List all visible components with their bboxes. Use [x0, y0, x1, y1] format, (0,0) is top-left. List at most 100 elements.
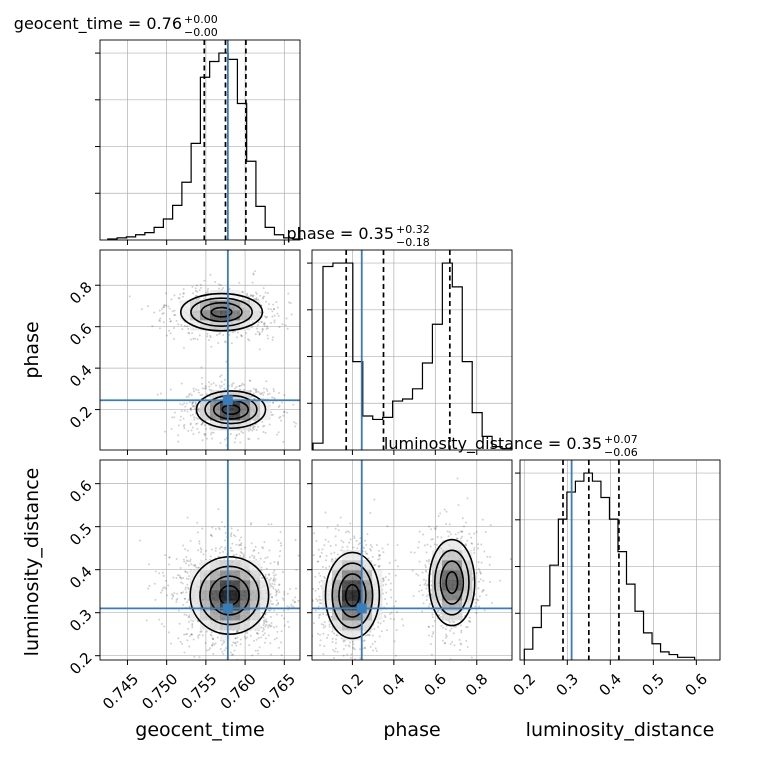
sample-point: [196, 417, 199, 420]
sample-point: [159, 392, 162, 395]
sample-point: [220, 385, 223, 388]
sample-point: [278, 326, 281, 329]
sample-point: [369, 544, 372, 547]
sample-point: [269, 585, 272, 588]
sample-point: [260, 320, 263, 323]
sample-point: [153, 582, 156, 585]
sample-point: [164, 554, 167, 557]
sample-point: [260, 569, 263, 572]
sample-point: [199, 630, 202, 633]
x-tick-label: 0.750: [138, 670, 181, 713]
sample-point: [209, 334, 212, 337]
sample-point: [159, 317, 162, 320]
sample-point: [230, 653, 233, 656]
sample-point: [377, 565, 380, 568]
density-cell: [220, 620, 231, 631]
sample-point: [265, 300, 268, 303]
sample-point: [473, 548, 476, 551]
sample-point: [457, 531, 460, 534]
sample-point: [415, 573, 418, 576]
density-cell: [250, 590, 261, 601]
sample-point: [453, 644, 456, 647]
sample-point: [224, 438, 227, 441]
sample-point: [282, 598, 285, 601]
sample-point: [309, 573, 311, 575]
joint-panel-geocent_time-phase: [95, 249, 301, 455]
sample-point: [251, 281, 254, 284]
x-tick-label: 0.2: [509, 670, 539, 700]
sample-point: [251, 554, 254, 557]
sample-point: [196, 427, 199, 430]
sample-point: [181, 295, 184, 298]
sample-point: [396, 565, 399, 568]
sample-point: [382, 580, 385, 583]
histogram-phase: [312, 262, 513, 450]
sample-point: [293, 421, 296, 424]
sample-point: [165, 304, 168, 307]
sample-point: [451, 640, 454, 643]
sample-point: [271, 585, 274, 588]
sample-point: [257, 321, 260, 324]
density-cell: [342, 580, 353, 591]
sample-point: [452, 632, 455, 635]
sample-point: [221, 643, 224, 646]
sample-point: [374, 640, 377, 643]
sample-point: [317, 548, 320, 551]
sample-point: [175, 598, 178, 601]
sample-point: [242, 553, 245, 556]
sample-point: [319, 598, 322, 601]
density-cell: [372, 590, 383, 601]
sample-point: [184, 586, 187, 589]
density-cell: [250, 300, 261, 311]
sample-point: [325, 613, 328, 616]
sample-point: [385, 591, 388, 594]
sample-point: [322, 632, 325, 635]
sample-point: [233, 649, 236, 652]
sample-point: [282, 411, 285, 414]
sample-point: [253, 557, 256, 560]
sample-point: [385, 602, 388, 605]
sample-point: [290, 603, 293, 606]
density-cell: [220, 410, 231, 421]
sample-point: [217, 341, 220, 344]
sample-point: [277, 601, 280, 604]
sample-point: [183, 402, 186, 405]
sample-point: [278, 555, 281, 558]
sample-point: [181, 328, 184, 331]
sample-point: [295, 422, 298, 425]
density-cell: [190, 320, 201, 331]
sample-point: [395, 629, 398, 632]
sample-point: [261, 328, 264, 331]
sample-point: [160, 591, 163, 594]
sample-point: [225, 360, 228, 363]
sample-point: [422, 533, 425, 536]
sample-point: [260, 321, 263, 324]
density-cell: [442, 580, 453, 591]
panel-frame: [311, 459, 513, 661]
sample-point: [243, 383, 246, 386]
sample-point: [235, 433, 238, 436]
sample-point: [182, 417, 185, 420]
sample-point: [262, 627, 265, 630]
sample-point: [294, 538, 297, 541]
sample-point: [235, 644, 238, 647]
sample-point: [223, 640, 226, 643]
sample-point: [263, 561, 266, 564]
density-cell: [332, 580, 343, 591]
sample-point: [188, 605, 191, 608]
density-cell: [230, 600, 241, 611]
sample-point: [385, 629, 388, 632]
sample-point: [212, 638, 215, 641]
sample-point: [478, 605, 481, 608]
sample-point: [257, 637, 260, 640]
contour-line: [445, 571, 459, 595]
sample-point: [317, 605, 320, 608]
sample-point: [201, 421, 204, 424]
sample-point: [476, 547, 479, 550]
sample-point: [272, 307, 275, 310]
sample-point: [396, 610, 399, 613]
sample-point: [259, 557, 262, 560]
sample-point: [198, 407, 201, 410]
density-cell: [342, 550, 353, 561]
sample-point: [191, 405, 194, 408]
